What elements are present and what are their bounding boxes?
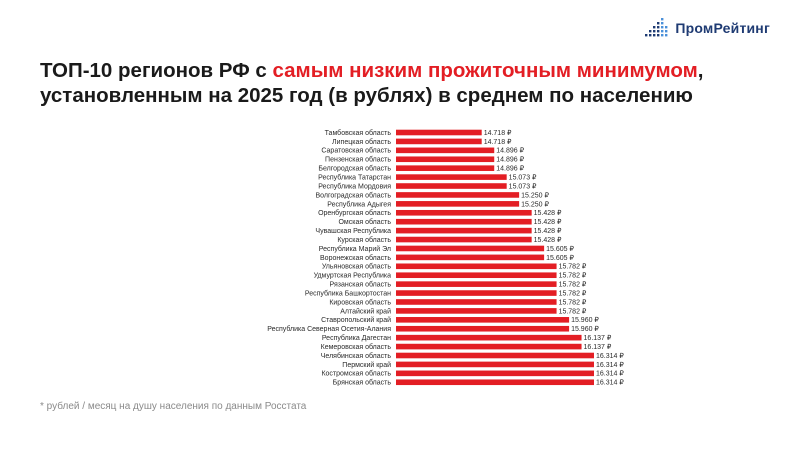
category-label: Республика Северная Осетия-Алания <box>267 325 391 333</box>
category-label: Республика Мордовия <box>318 182 391 190</box>
value-label: 15.605 ₽ <box>546 245 574 253</box>
bar <box>396 245 545 252</box>
bar <box>396 361 594 368</box>
value-label: 15.782 ₽ <box>559 281 587 289</box>
category-label: Республика Адыгея <box>327 200 391 208</box>
category-label: Брянская область <box>333 379 392 387</box>
value-label: 15.428 ₽ <box>534 218 562 226</box>
category-label: Тамбовская область <box>325 129 392 137</box>
category-label: Республика Башкортостан <box>305 289 391 297</box>
value-label: 15.960 ₽ <box>571 316 599 324</box>
bar <box>396 370 594 377</box>
bar <box>396 352 594 359</box>
category-label: Кировская область <box>329 298 391 306</box>
bar <box>396 272 557 279</box>
value-label: 16.314 ₽ <box>596 361 624 369</box>
value-label: 15.782 ₽ <box>559 272 587 280</box>
bar <box>396 174 507 180</box>
value-label: 14.896 ₽ <box>496 147 524 155</box>
category-label: Челябинская область <box>321 352 392 360</box>
category-label: Рязанская область <box>330 281 392 289</box>
category-label: Республика Дагестан <box>322 334 391 342</box>
value-label: 15.428 ₽ <box>534 236 562 244</box>
category-label: Белгородская область <box>318 165 391 173</box>
value-label: 15.782 ₽ <box>559 263 587 271</box>
page-title: ТОП-10 регионов РФ с самым низким прожит… <box>40 58 780 108</box>
value-label: 15.428 ₽ <box>534 209 562 217</box>
value-label: 15.960 ₽ <box>571 325 599 333</box>
bar <box>396 156 495 163</box>
value-label: 14.896 ₽ <box>496 165 524 173</box>
category-label: Чувашская Республика <box>315 227 391 235</box>
bar <box>396 209 532 216</box>
bar <box>396 281 557 287</box>
category-label: Ульяновская область <box>322 263 392 271</box>
value-label: 16.137 ₽ <box>584 343 612 351</box>
bar <box>396 308 557 314</box>
category-label: Кемеровская область <box>321 343 392 351</box>
value-label: 15.605 ₽ <box>546 254 574 262</box>
title-part1: ТОП-10 регионов РФ с <box>40 59 273 82</box>
bar <box>396 147 495 154</box>
bar <box>396 183 507 189</box>
bar <box>396 343 582 350</box>
category-label: Курская область <box>337 236 391 244</box>
bar <box>396 218 532 225</box>
bar-chart-logo-icon <box>645 18 668 37</box>
title-part2: , установленным на 2025 год (в рублях) в… <box>40 59 704 107</box>
value-label: 15.428 ₽ <box>534 227 562 235</box>
brand-name: ПромРейтинг <box>675 20 770 36</box>
bar <box>396 299 557 305</box>
category-label: Пермский край <box>342 361 391 369</box>
bar <box>396 227 532 234</box>
bar <box>396 263 557 270</box>
bar <box>396 254 545 261</box>
category-label: Ставропольский край <box>321 316 391 324</box>
value-label: 15.250 ₽ <box>521 191 549 199</box>
brand-logo: ПромРейтинг <box>645 18 770 38</box>
bar <box>396 192 520 198</box>
bar <box>396 129 482 136</box>
category-label: Алтайский край <box>340 307 391 315</box>
category-label: Республика Марий Эл <box>319 245 391 253</box>
category-label: Республика Татарстан <box>318 174 391 182</box>
value-label: 15.073 ₽ <box>509 182 537 190</box>
category-label: Волгоградская область <box>316 191 392 199</box>
bar <box>396 325 570 332</box>
value-label: 15.782 ₽ <box>559 307 587 315</box>
value-label: 16.314 ₽ <box>596 370 624 378</box>
value-label: 15.250 ₽ <box>521 200 549 208</box>
category-label: Костромская область <box>321 370 391 378</box>
bar <box>396 236 532 243</box>
category-label: Пензенская область <box>325 156 391 164</box>
category-label: Липецкая область <box>332 138 391 146</box>
value-label: 14.718 ₽ <box>484 138 512 146</box>
bar <box>396 379 594 386</box>
footnote: * рублей / месяц на душу населения по да… <box>40 401 307 412</box>
value-label: 15.782 ₽ <box>559 289 587 297</box>
value-label: 14.896 ₽ <box>496 156 524 164</box>
value-label: 16.137 ₽ <box>584 334 612 342</box>
category-label: Удмуртская Республика <box>314 272 392 280</box>
category-label: Воронежская область <box>320 254 391 262</box>
value-label: 15.782 ₽ <box>559 298 587 306</box>
category-label: Саратовская область <box>321 147 391 155</box>
bar <box>396 317 570 323</box>
bar <box>396 165 495 171</box>
category-label: Оренбургская область <box>318 209 391 217</box>
value-label: 14.718 ₽ <box>484 129 512 137</box>
title-highlight: самым низким прожиточным минимумом <box>272 59 698 82</box>
bar <box>396 138 482 145</box>
value-label: 16.314 ₽ <box>596 379 624 387</box>
value-label: 15.073 ₽ <box>509 174 537 182</box>
bar <box>396 334 582 341</box>
bar <box>396 290 557 296</box>
bar <box>396 201 520 207</box>
value-label: 16.314 ₽ <box>596 352 624 360</box>
category-label: Омская область <box>338 218 391 226</box>
